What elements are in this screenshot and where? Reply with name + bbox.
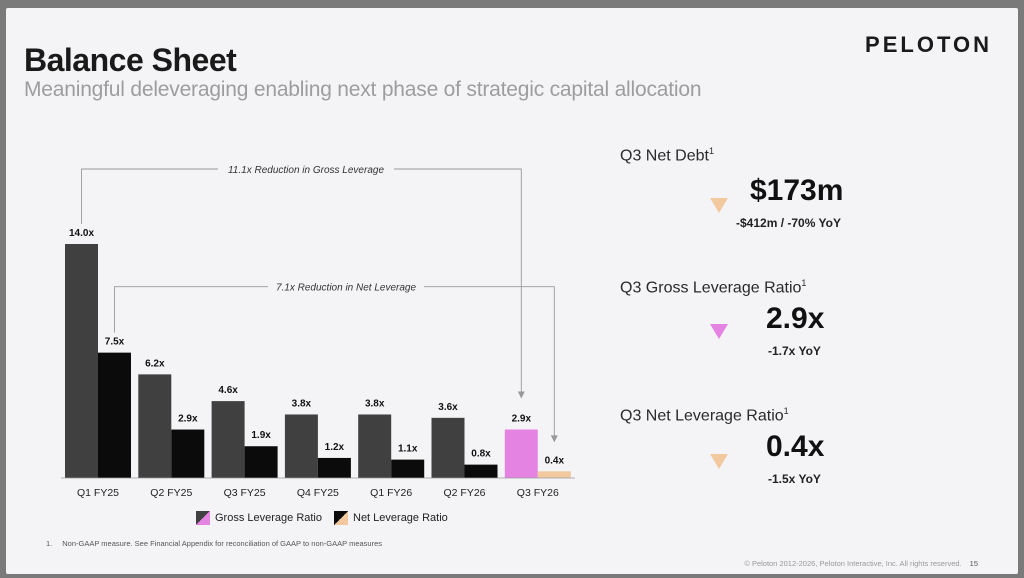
x-tick-label: Q4 FY25	[297, 487, 339, 499]
x-tick-label: Q2 FY25	[150, 487, 192, 499]
legend-label-gross: Gross Leverage Ratio	[215, 512, 322, 524]
kpi-value: 2.9x	[766, 302, 825, 335]
data-label-net: 7.5x	[105, 337, 125, 348]
bar-gross	[284, 414, 318, 478]
data-label-gross: 4.6x	[218, 385, 238, 396]
data-label-net: 1.1x	[398, 444, 418, 455]
kpi-net-debt: Q3 Net Debt1 $173m -$412m / -70% YoY	[620, 146, 1000, 230]
data-label-net: 2.9x	[178, 414, 198, 425]
kpi-change: -1.7x YoY	[768, 344, 821, 358]
kpi-change: -$412m / -70% YoY	[736, 216, 841, 230]
bar-net	[537, 471, 571, 478]
leverage-chart: 14.0x 7.5x Q1 FY25 6.2x 2.9x Q2 FY25 4.6x 1.9x Q…	[61, 162, 575, 499]
page-title: Balance Sheet	[24, 42, 237, 78]
bar-gross	[431, 417, 465, 478]
down-arrow-icon	[710, 454, 728, 469]
data-label-net: 0.8x	[471, 449, 491, 460]
data-label-gross: 2.9x	[512, 414, 532, 425]
annotation-bg	[268, 279, 424, 294]
annotation-net: 7.1x Reduction in Net Leverage	[276, 283, 417, 294]
x-tick-label: Q1 FY26	[370, 487, 412, 499]
x-tick-label: Q2 FY26	[443, 487, 485, 499]
page-number: 15	[969, 559, 978, 568]
page-subtitle: Meaningful deleveraging enabling next ph…	[24, 78, 702, 101]
chart-legend: Gross Leverage Ratio Net Leverage Ratio	[196, 511, 448, 525]
x-tick-label: Q3 FY25	[224, 487, 266, 499]
brand-logo: PELOTON	[865, 32, 992, 57]
x-tick-label: Q3 FY26	[517, 487, 559, 499]
slide: Balance Sheet Meaningful deleveraging en…	[6, 8, 1018, 574]
bar-gross	[504, 429, 538, 478]
kpi-label: Q3 Net Debt1	[620, 146, 714, 165]
legend-item-net: Net Leverage Ratio	[334, 511, 448, 525]
legend-item-gross: Gross Leverage Ratio	[196, 511, 322, 525]
annotation-gross: 11.1x Reduction in Gross Leverage	[228, 165, 384, 176]
down-arrow-icon	[710, 198, 728, 213]
bar-net	[391, 459, 425, 478]
legend-swatch-net	[334, 511, 348, 525]
data-label-gross: 3.8x	[292, 398, 312, 409]
legend-swatch-gross	[196, 511, 210, 525]
kpi-value: $173m	[750, 174, 844, 207]
arrow-head-icon	[517, 391, 525, 399]
data-label-net: 1.9x	[251, 430, 271, 441]
kpi-net-leverage: Q3 Net Leverage Ratio1 0.4x -1.5x YoY	[620, 406, 1000, 486]
bar-net	[464, 464, 498, 478]
data-label-gross: 6.2x	[145, 358, 165, 369]
data-label-net: 0.4x	[545, 455, 565, 466]
data-label-gross: 3.8x	[365, 398, 385, 409]
data-label-gross: 14.0x	[69, 228, 94, 239]
arrow-head-icon	[550, 435, 558, 443]
bar-gross	[138, 374, 172, 478]
down-arrow-icon	[710, 324, 728, 339]
footnote: 1. Non-GAAP measure. See Financial Append…	[46, 539, 383, 548]
data-label-gross: 3.6x	[438, 402, 458, 413]
x-tick-label: Q1 FY25	[77, 487, 119, 499]
kpi-change: -1.5x YoY	[768, 472, 821, 486]
kpi-gross-leverage: Q3 Gross Leverage Ratio1 2.9x -1.7x YoY	[620, 278, 1000, 358]
data-label-net: 1.2x	[325, 442, 345, 453]
kpi-value: 0.4x	[766, 430, 825, 463]
legend-label-net: Net Leverage Ratio	[353, 512, 448, 524]
kpi-label: Q3 Gross Leverage Ratio1	[620, 278, 807, 297]
bar-gross	[65, 244, 98, 478]
annotation-bg	[218, 162, 394, 176]
bar-gross	[358, 414, 392, 478]
bar-gross	[211, 401, 245, 478]
copyright: © Peloton 2012-2026, Peloton Interactive…	[744, 559, 978, 568]
kpi-label: Q3 Net Leverage Ratio1	[620, 406, 789, 425]
bar-net	[317, 457, 351, 478]
bar-net	[244, 446, 278, 478]
bar-net	[171, 429, 205, 478]
bar-net	[98, 352, 131, 478]
